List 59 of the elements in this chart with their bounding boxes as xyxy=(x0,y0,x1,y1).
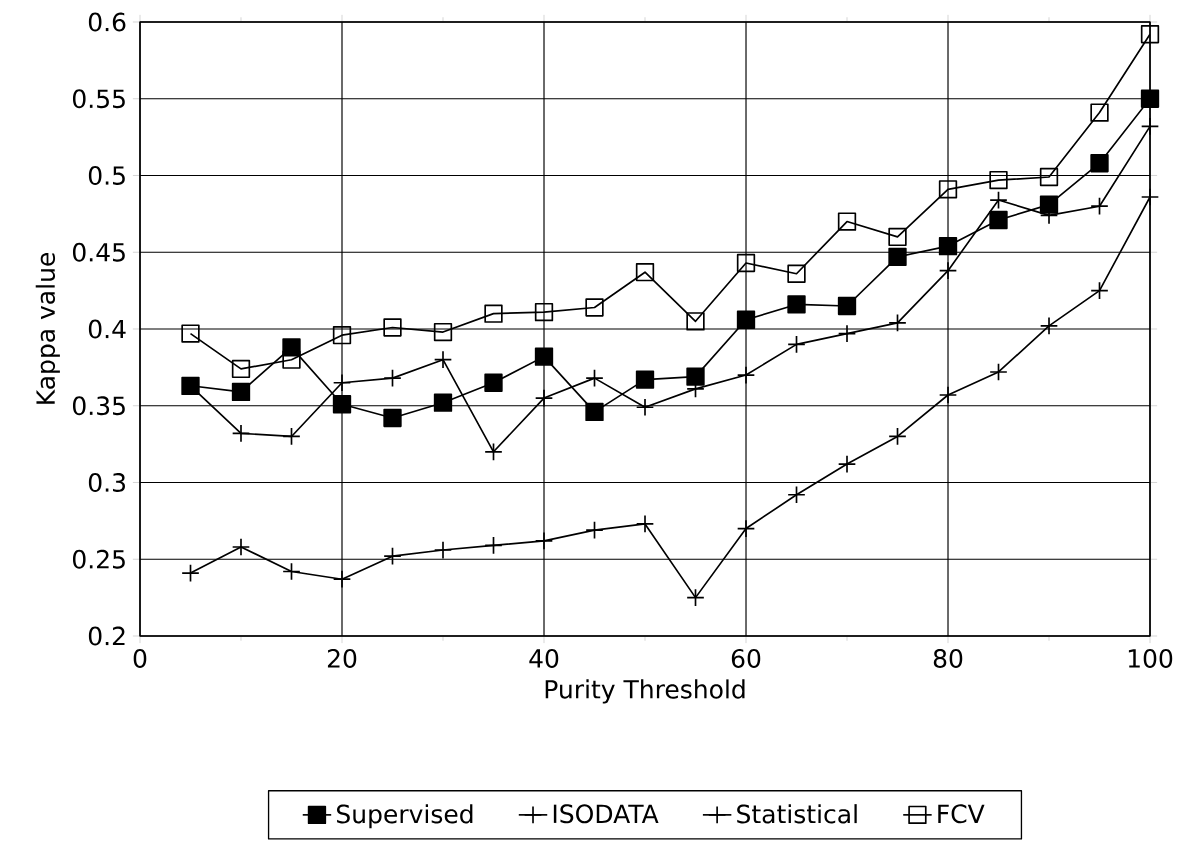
legend-label: Statistical xyxy=(737,804,857,824)
point xyxy=(433,393,453,412)
legend-label: Supervised xyxy=(337,804,473,829)
point xyxy=(837,296,857,316)
legend-label: ISODATA xyxy=(553,804,659,824)
y-tick-label: 0.3 xyxy=(88,473,125,492)
point xyxy=(989,210,1008,230)
point xyxy=(534,302,554,322)
point xyxy=(989,170,1008,190)
point xyxy=(1039,167,1059,187)
x-tick-label: 20 xyxy=(327,649,357,668)
point xyxy=(433,322,453,342)
point xyxy=(837,212,857,231)
x-tick-label: 0 xyxy=(133,649,147,668)
point xyxy=(1140,89,1160,108)
point xyxy=(231,382,251,402)
point xyxy=(1140,25,1160,44)
y-axis-title: Kappa value xyxy=(35,253,60,404)
point xyxy=(534,347,554,366)
point xyxy=(181,324,200,343)
point xyxy=(484,373,503,392)
point xyxy=(585,298,604,317)
point xyxy=(686,367,705,386)
point xyxy=(938,236,958,256)
x-axis-title: Purity Threshold xyxy=(545,679,745,704)
point xyxy=(787,295,806,314)
point xyxy=(736,310,756,329)
point xyxy=(1090,103,1109,122)
point xyxy=(383,408,402,428)
y-tick-label: 0.6 xyxy=(88,12,126,32)
x-tick-label: 60 xyxy=(731,649,761,668)
y-tick-label: 0.5 xyxy=(88,166,125,185)
point xyxy=(484,304,503,323)
y-tick-label: 0.35 xyxy=(72,396,125,416)
y-tick-label: 0.2 xyxy=(88,626,125,646)
x-tick-label: 100 xyxy=(1128,649,1173,668)
point xyxy=(888,247,907,267)
y-tick-label: 0.55 xyxy=(72,89,125,109)
point xyxy=(282,338,301,357)
point xyxy=(938,180,958,199)
point xyxy=(332,325,352,345)
point xyxy=(635,370,655,389)
y-tick-label: 0.25 xyxy=(72,549,125,569)
x-tick-label: 40 xyxy=(529,649,559,668)
point xyxy=(1090,154,1109,173)
y-tick-label: 0.45 xyxy=(72,242,125,262)
point xyxy=(383,318,402,337)
point xyxy=(332,395,352,414)
point xyxy=(686,312,705,331)
y-tick-label: 0.4 xyxy=(88,319,126,339)
point xyxy=(585,402,604,422)
point xyxy=(736,253,756,273)
point xyxy=(888,227,907,247)
point xyxy=(231,359,251,379)
point xyxy=(787,264,806,283)
x-tick-label: 80 xyxy=(933,649,963,668)
legend-label: FCV xyxy=(938,804,985,824)
point xyxy=(1039,195,1059,214)
point xyxy=(635,263,655,282)
